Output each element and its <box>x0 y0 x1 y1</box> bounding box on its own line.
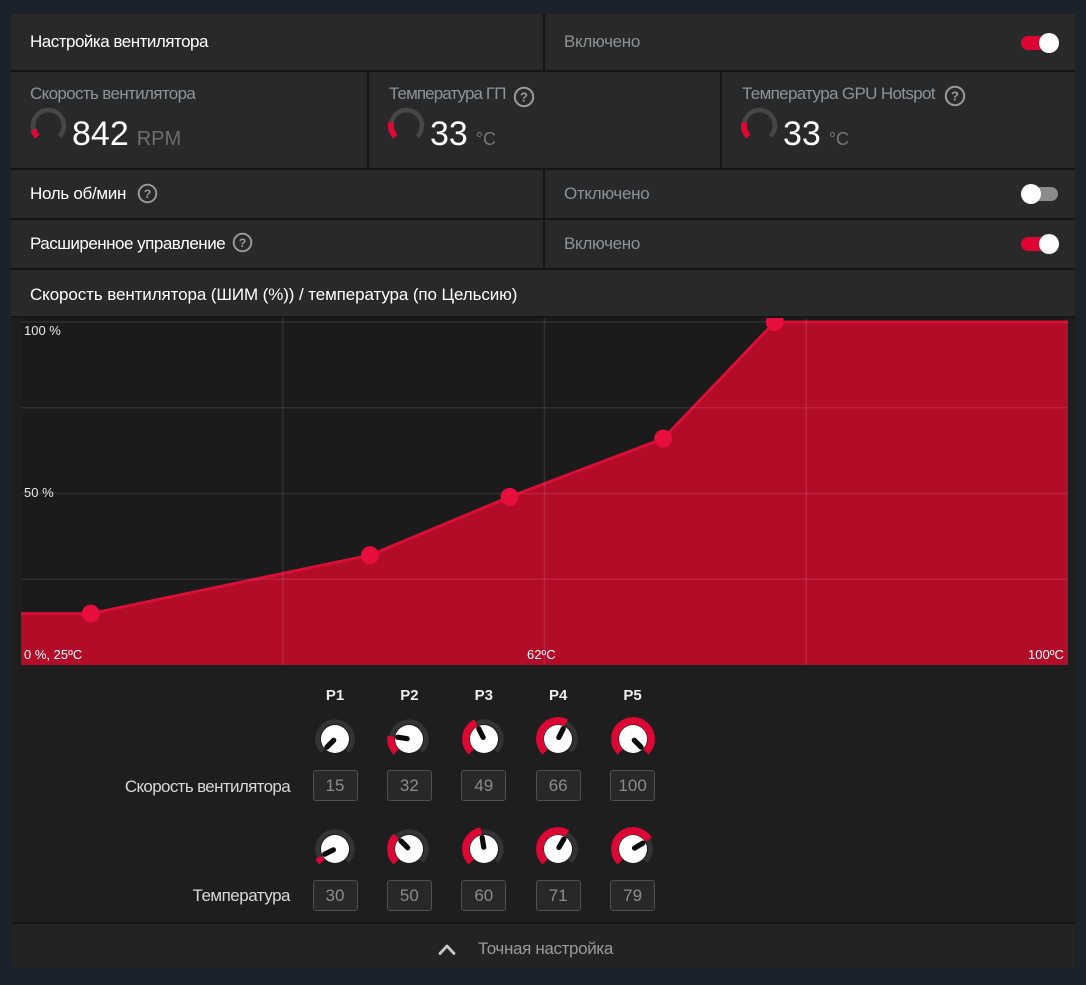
svg-text:?: ? <box>520 90 528 105</box>
svg-text:?: ? <box>144 187 152 201</box>
svg-text:?: ? <box>951 89 959 104</box>
svg-text:?: ? <box>239 236 247 250</box>
